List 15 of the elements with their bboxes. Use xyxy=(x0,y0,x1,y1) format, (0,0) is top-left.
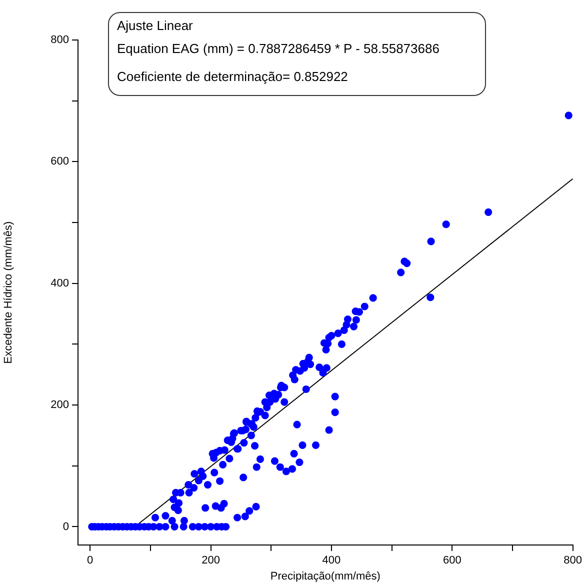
annotation: Coeficiente de determinação= 0.852922 xyxy=(117,68,349,86)
x-tick-label: 400 xyxy=(322,554,341,567)
y-axis-title: Excedente Hídrico (mm/mês) xyxy=(2,221,15,364)
x-tick-label: 600 xyxy=(442,554,462,567)
y-tick-label: 200 xyxy=(50,399,69,412)
y-tick-label: 800 xyxy=(50,34,69,46)
x-tick-label: 0 xyxy=(87,554,94,567)
y-tick-label: 600 xyxy=(50,156,69,168)
x-tick-label: 800 xyxy=(564,554,582,567)
x-axis-title: Precipitação(mm/mês) xyxy=(270,570,380,582)
x-tick-label: 200 xyxy=(202,554,220,567)
y-tick-label: 0 xyxy=(62,520,69,533)
text: Ajuste Linear xyxy=(117,17,194,35)
y-tick-label: 400 xyxy=(50,277,69,290)
annotation: Equation EAG (mm) = 0.7887286459 * P - 58.55873686 xyxy=(117,40,440,58)
